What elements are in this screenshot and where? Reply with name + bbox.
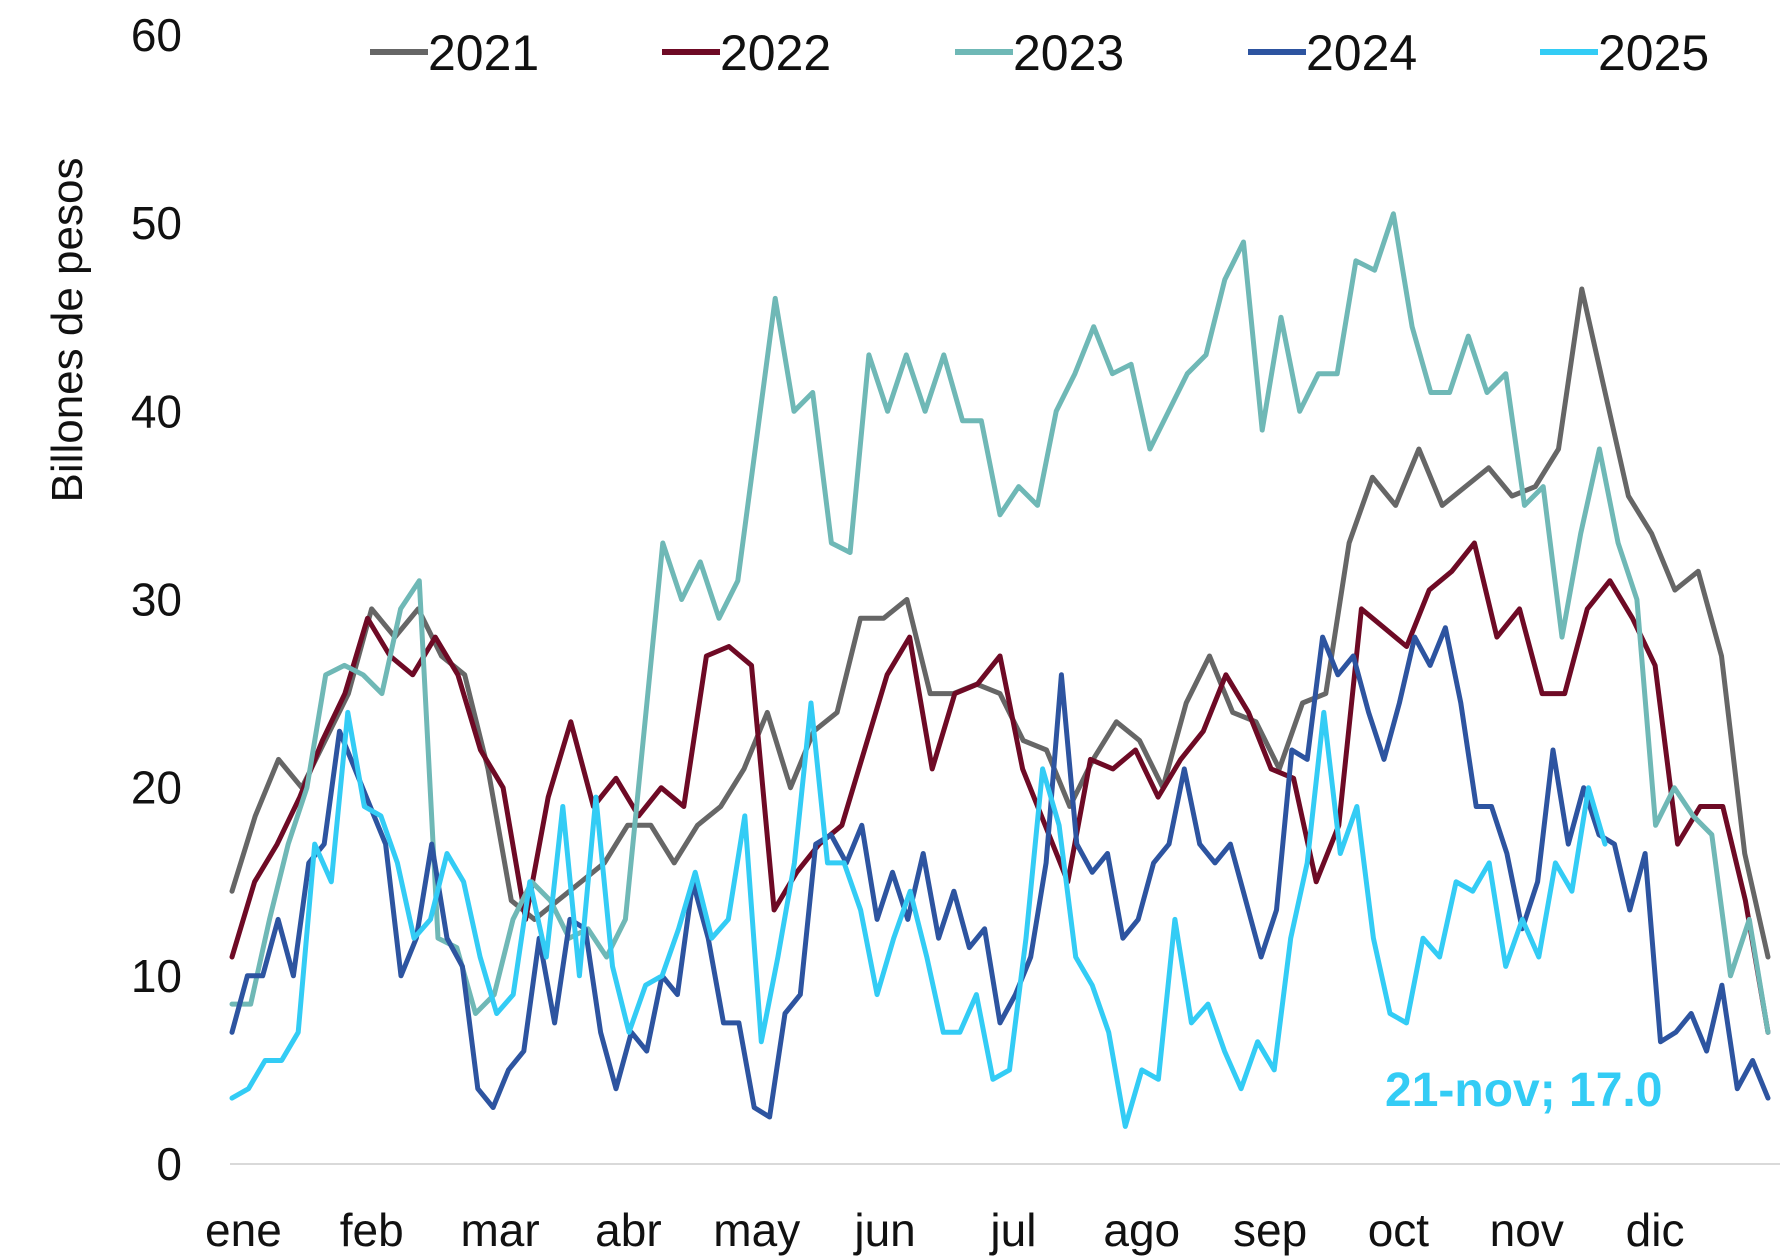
- y-tick-label: 60: [131, 9, 182, 61]
- x-tick-label: jul: [988, 1204, 1036, 1256]
- y-tick-label: 40: [131, 385, 182, 437]
- y-tick-label: 50: [131, 197, 182, 249]
- series-lines: [229, 211, 1771, 1129]
- x-tick-label: may: [713, 1204, 800, 1256]
- annotation-label: 21-nov; 17.0: [1385, 1064, 1662, 1117]
- y-tick-label: 20: [131, 762, 182, 814]
- legend-label-2025: 2025: [1598, 25, 1709, 81]
- legend-label-2022: 2022: [720, 25, 831, 81]
- y-axis-label: Billones de pesos: [43, 158, 92, 503]
- x-tick-label: jun: [852, 1204, 915, 1256]
- x-tick-label: feb: [340, 1204, 404, 1256]
- series-line-2023: [229, 211, 1771, 1035]
- x-tick-label: nov: [1490, 1204, 1564, 1256]
- y-axis-ticks: 0 10 20 30 40 50 60: [131, 9, 182, 1190]
- series-line-2025: [229, 700, 1608, 1129]
- x-axis-ticks: ene feb mar abr may jun jul ago sep oct nov dic: [205, 1204, 1684, 1256]
- legend-label-2023: 2023: [1013, 25, 1124, 81]
- series-line-2022: [229, 540, 1771, 1035]
- legend-label-2021: 2021: [428, 25, 539, 81]
- x-tick-label: sep: [1233, 1204, 1307, 1256]
- y-tick-label: 30: [131, 574, 182, 626]
- x-tick-label: dic: [1626, 1204, 1685, 1256]
- legend: 2021 2022 2023 2024 2025: [370, 25, 1709, 81]
- x-tick-label: mar: [460, 1204, 539, 1256]
- x-tick-label: oct: [1368, 1204, 1430, 1256]
- y-tick-label: 0: [156, 1138, 182, 1190]
- y-tick-label: 10: [131, 950, 182, 1002]
- series-line-2024: [229, 625, 1771, 1120]
- legend-label-2024: 2024: [1306, 25, 1417, 81]
- series-line-2021: [229, 286, 1771, 960]
- x-tick-label: ene: [205, 1204, 282, 1256]
- x-tick-label: ago: [1103, 1204, 1180, 1256]
- x-tick-label: abr: [595, 1204, 661, 1256]
